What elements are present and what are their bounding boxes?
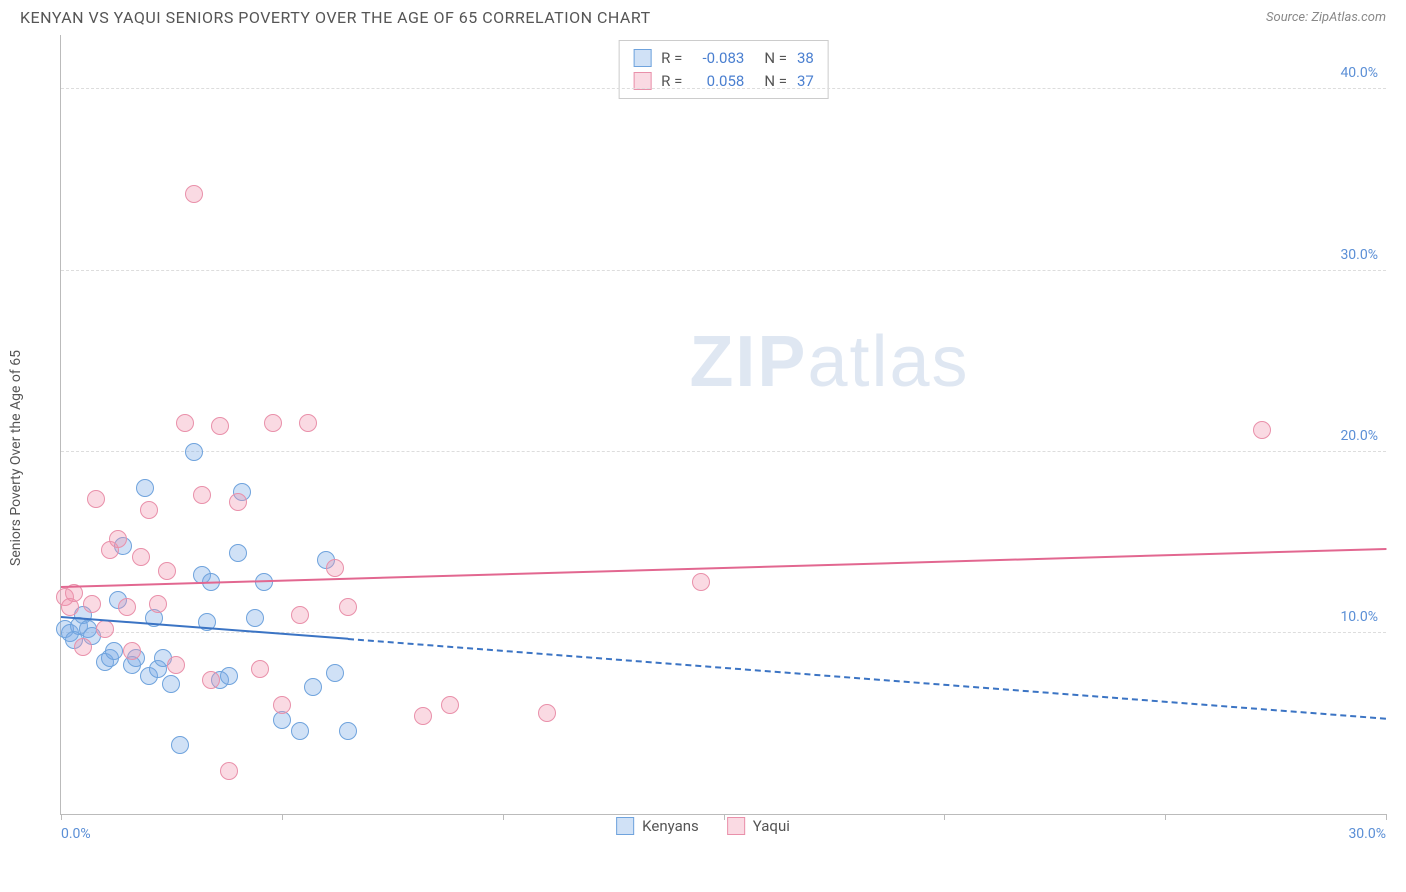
scatter-point	[441, 696, 459, 714]
scatter-point	[326, 559, 344, 577]
legend-label: Kenyans	[642, 817, 699, 835]
watermark: ZIPatlas	[689, 321, 969, 403]
scatter-point	[193, 486, 211, 504]
scatter-point	[291, 606, 309, 624]
bottom-legend-item: Kenyans	[616, 817, 699, 835]
stat-n-value: 38	[797, 47, 814, 70]
watermark-bold: ZIP	[689, 322, 807, 402]
y-tick-label: 40.0%	[1340, 65, 1378, 81]
x-tick-label: 30.0%	[1348, 826, 1386, 842]
scatter-point	[123, 642, 141, 660]
x-tick	[503, 814, 504, 820]
trend-line	[348, 638, 1386, 720]
bottom-legend-item: Yaqui	[727, 817, 790, 835]
scatter-point	[149, 595, 167, 613]
y-tick-label: 20.0%	[1340, 428, 1378, 444]
scatter-point	[132, 548, 150, 566]
stat-legend-row: R = -0.083 N = 38	[633, 47, 814, 70]
scatter-point	[202, 671, 220, 689]
scatter-point	[74, 638, 92, 656]
legend-swatch	[633, 49, 651, 67]
stat-r-label: R =	[661, 47, 682, 70]
source-prefix: Source:	[1266, 10, 1311, 25]
gridline	[61, 88, 1386, 89]
scatter-point	[692, 573, 710, 591]
scatter-point	[185, 185, 203, 203]
scatter-point	[220, 762, 238, 780]
scatter-point	[304, 678, 322, 696]
scatter-point	[538, 704, 556, 722]
scatter-point	[105, 642, 123, 660]
scatter-point	[211, 417, 229, 435]
y-tick-label: 30.0%	[1340, 247, 1378, 263]
legend-swatch	[633, 72, 651, 90]
scatter-point	[158, 562, 176, 580]
stat-r-value: -0.083	[692, 47, 744, 70]
scatter-point	[109, 530, 127, 548]
scatter-point	[251, 660, 269, 678]
x-tick	[1165, 814, 1166, 820]
scatter-point	[229, 544, 247, 562]
scatter-point	[246, 609, 264, 627]
source-name: ZipAtlas.com	[1311, 10, 1386, 25]
scatter-point	[414, 707, 432, 725]
bottom-legend: Kenyans Yaqui	[616, 817, 790, 835]
scatter-point	[1253, 421, 1271, 439]
scatter-point	[162, 675, 180, 693]
gridline	[61, 270, 1386, 271]
chart-title: KENYAN VS YAQUI SENIORS POVERTY OVER THE…	[20, 8, 651, 27]
scatter-point	[264, 414, 282, 432]
scatter-point	[140, 501, 158, 519]
legend-label: Yaqui	[753, 817, 790, 835]
y-axis-label: Seniors Poverty Over the Age of 65	[8, 350, 24, 566]
scatter-point	[118, 598, 136, 616]
chart-container: Seniors Poverty Over the Age of 65 ZIPat…	[20, 35, 1386, 865]
trend-line	[61, 548, 1386, 588]
scatter-point	[171, 736, 189, 754]
scatter-point	[176, 414, 194, 432]
stat-n-label: N =	[764, 47, 787, 70]
legend-swatch	[616, 817, 634, 835]
scatter-point	[87, 490, 105, 508]
scatter-point	[299, 414, 317, 432]
scatter-point	[220, 667, 238, 685]
plot-area: ZIPatlas R =-0.083N =38R = 0.058N =37 10…	[60, 35, 1386, 815]
scatter-point	[136, 479, 154, 497]
scatter-point	[273, 696, 291, 714]
x-tick-label: 0.0%	[61, 826, 91, 842]
scatter-point	[229, 493, 247, 511]
header: KENYAN VS YAQUI SENIORS POVERTY OVER THE…	[0, 0, 1406, 31]
scatter-point	[185, 443, 203, 461]
x-tick	[1386, 814, 1387, 820]
scatter-point	[291, 722, 309, 740]
x-tick	[944, 814, 945, 820]
scatter-point	[339, 722, 357, 740]
x-tick	[61, 814, 62, 820]
gridline	[61, 451, 1386, 452]
source-credit: Source: ZipAtlas.com	[1266, 10, 1386, 25]
scatter-point	[167, 656, 185, 674]
y-tick-label: 10.0%	[1340, 609, 1378, 625]
legend-swatch	[727, 817, 745, 835]
scatter-point	[326, 664, 344, 682]
scatter-point	[96, 620, 114, 638]
x-tick	[282, 814, 283, 820]
scatter-point	[83, 595, 101, 613]
watermark-rest: atlas	[807, 322, 969, 402]
stat-legend: R =-0.083N =38R = 0.058N =37	[618, 40, 829, 99]
scatter-point	[339, 598, 357, 616]
